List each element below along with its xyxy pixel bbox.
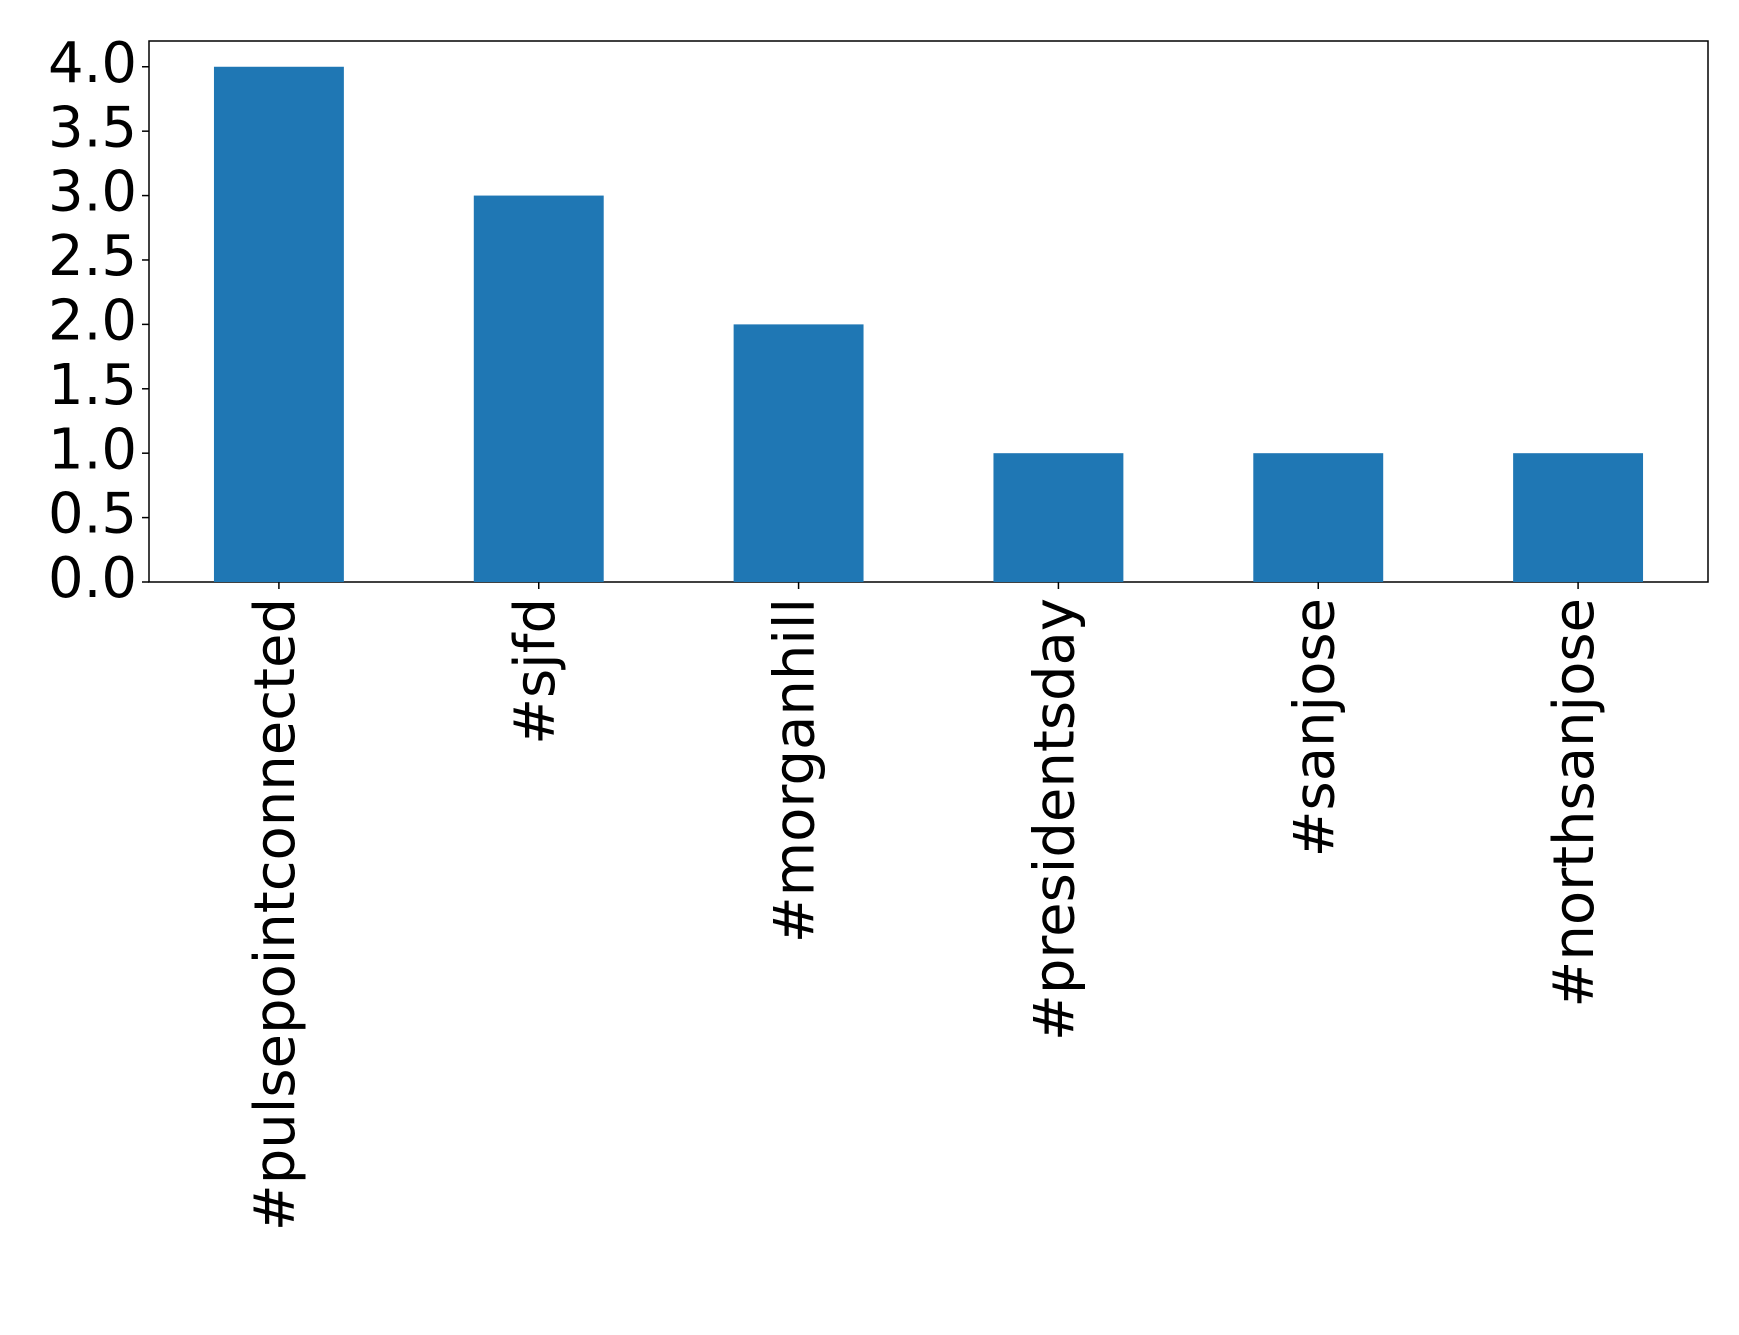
bar — [993, 453, 1124, 582]
bar — [473, 195, 604, 583]
y-tick-label: 3.5 — [48, 95, 137, 160]
x-tick-label: #morganhill — [763, 598, 828, 943]
y-tick-label: 1.5 — [48, 353, 137, 418]
y-tick-label: 2.0 — [48, 289, 137, 354]
bar — [733, 324, 864, 582]
y-tick-label: 0.5 — [48, 482, 137, 547]
y-tick-label: 4.0 — [48, 31, 137, 96]
y-tick-label: 2.5 — [48, 224, 137, 289]
x-tick-label: #sjfd — [503, 598, 568, 745]
y-tick-label: 1.0 — [48, 417, 137, 482]
bar — [1253, 453, 1384, 582]
x-tick-label: #sanjose — [1282, 598, 1347, 857]
plot-frame — [148, 40, 1709, 583]
y-tick-label: 0.0 — [48, 546, 137, 611]
y-tick-label: 3.0 — [48, 160, 137, 225]
x-tick-label: #presidentsday — [1023, 598, 1088, 1041]
bar — [213, 66, 344, 582]
bar — [1513, 453, 1644, 582]
x-tick-label: #pulsepointconnected — [243, 598, 308, 1231]
x-tick-label: #northsanjose — [1542, 598, 1607, 1008]
